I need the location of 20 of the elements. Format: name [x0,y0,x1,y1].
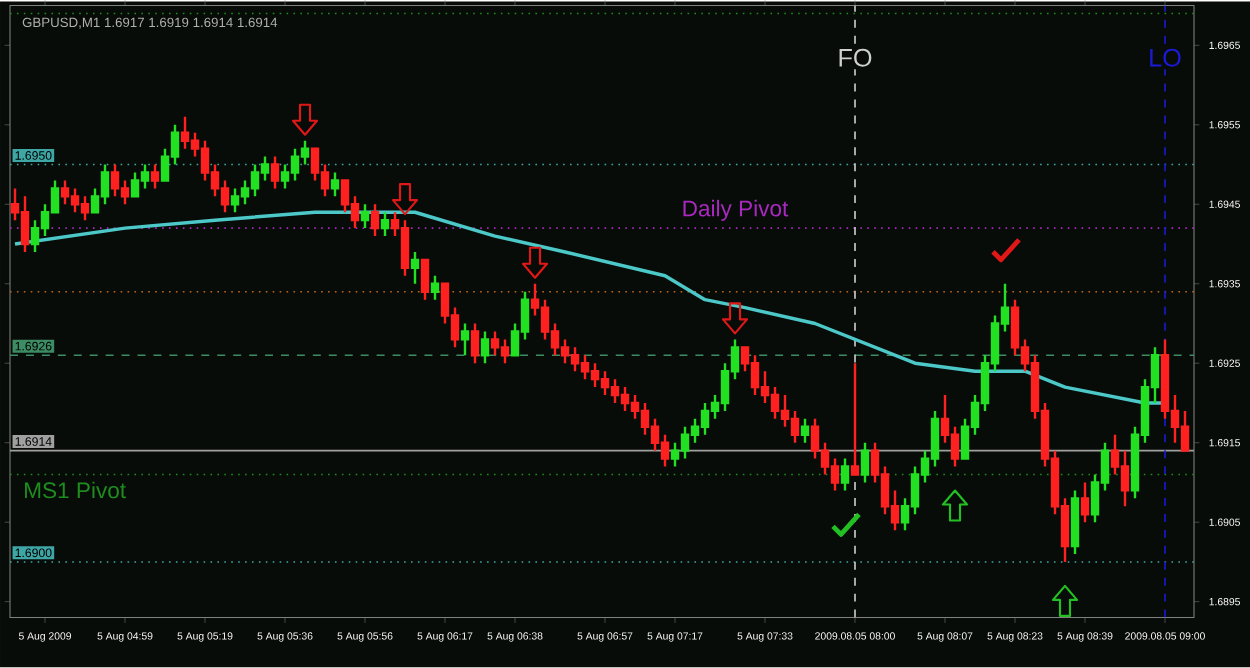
candlestick [470,322,480,365]
candlestick [270,155,280,190]
candlestick [1080,481,1090,524]
candlestick [330,171,340,198]
candlestick [840,457,850,492]
candlestick [480,330,490,365]
candlestick [800,417,810,445]
candlestick [360,203,370,230]
ref-line-label: LO [1150,49,1181,67]
ref-line-label: Daily Pivot [683,200,789,222]
candlestick [150,163,160,190]
candlestick [380,211,390,238]
candlestick [410,250,420,286]
candlestick [370,203,380,238]
candlestick [860,441,870,484]
candlestick [460,322,470,357]
ref-line-label: MS1 Pivot [25,481,126,499]
candlestick [430,274,440,302]
candlestick [850,362,860,476]
ref-line-label: FO [839,49,872,67]
